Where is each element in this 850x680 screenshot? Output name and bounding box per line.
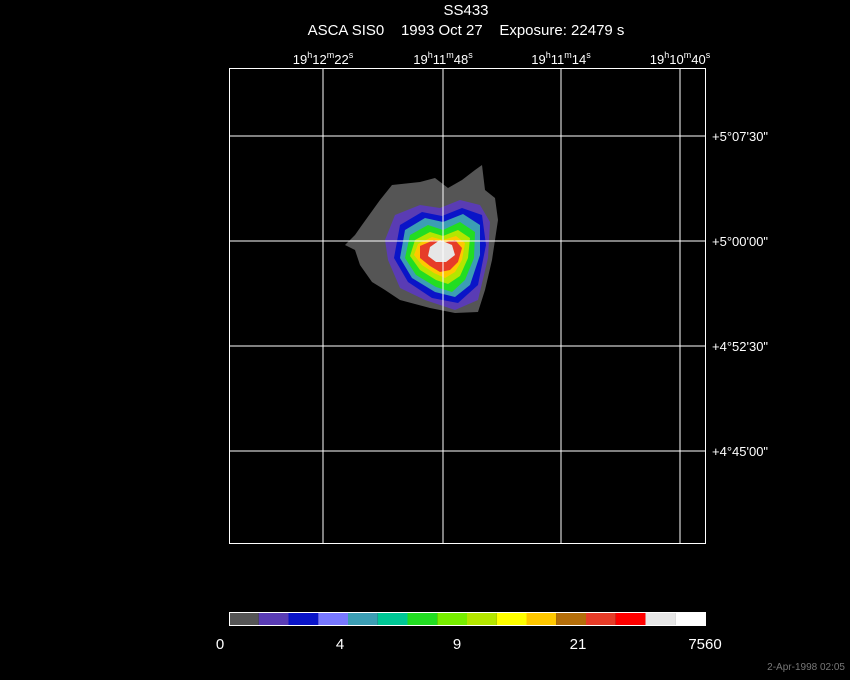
colorbar-swatch — [615, 612, 646, 625]
colorbar-swatch — [258, 612, 289, 625]
colorbar-swatch — [407, 612, 438, 625]
colorbar-swatch — [675, 612, 705, 625]
colorbar-label: 7560 — [688, 636, 721, 653]
ra-number: 19 — [531, 52, 545, 67]
ra-unit: s — [706, 50, 711, 60]
colorbar-swatch — [556, 612, 586, 625]
ra-number: 11 — [551, 52, 565, 67]
ra-unit: s — [349, 50, 354, 60]
ra-unit: s — [586, 50, 591, 60]
colorbar-frame — [229, 612, 706, 626]
dec-label: +5°00'00" — [712, 234, 768, 249]
colorbar-swatch — [586, 612, 616, 625]
colorbar-swatch — [467, 612, 497, 625]
colorbar-label: 9 — [453, 636, 461, 653]
ra-unit: m — [327, 50, 335, 60]
ra-unit: m — [446, 50, 454, 60]
colorbar-swatch — [348, 612, 378, 625]
ra-unit: m — [564, 50, 572, 60]
title: SS433 — [443, 2, 488, 19]
plot-frame — [229, 68, 706, 544]
ra-number: 22 — [334, 52, 348, 67]
ra-unit: h — [546, 50, 551, 60]
timestamp: 2-Apr-1998 02:05 — [767, 662, 845, 673]
colorbar-swatch — [526, 612, 557, 625]
colorbar-swatch — [288, 612, 319, 625]
colorbar-swatch — [437, 612, 467, 625]
ra-label: 19h11m14s — [531, 50, 591, 67]
colorbar-swatch — [318, 612, 348, 625]
colorbar-swatch — [496, 612, 527, 625]
grid — [229, 68, 705, 543]
colorbar-swatch — [645, 612, 676, 625]
x-ray-image — [345, 165, 498, 313]
dec-label: +4°45'00" — [712, 444, 768, 459]
dec-label: +5°07'30" — [712, 129, 768, 144]
ra-number: 19 — [293, 52, 307, 67]
ra-number: 40 — [691, 52, 705, 67]
ra-label: 19h12m22s — [293, 50, 354, 67]
colorbar-label: 21 — [570, 636, 587, 653]
subtitle: ASCA SIS0 1993 Oct 27 Exposure: 22479 s — [308, 22, 625, 39]
ra-number: 10 — [669, 52, 683, 67]
colorbar-swatch — [377, 612, 408, 625]
ra-number: 48 — [454, 52, 468, 67]
ra-number: 19 — [650, 52, 664, 67]
ra-number: 14 — [572, 52, 586, 67]
ra-unit: h — [664, 50, 669, 60]
ra-number: 19 — [413, 52, 427, 67]
ra-label: 19h10m40s — [650, 50, 711, 67]
dec-label: +4°52'30" — [712, 339, 768, 354]
colorbar-label: 4 — [336, 636, 344, 653]
ra-unit: s — [468, 50, 473, 60]
ra-number: 11 — [433, 52, 447, 67]
colorbar-label: 0 — [216, 636, 224, 653]
ra-unit: m — [684, 50, 692, 60]
ra-number: 12 — [312, 52, 326, 67]
ra-label: 19h11m48s — [413, 50, 473, 67]
ra-unit: h — [428, 50, 433, 60]
colorbar-swatch — [229, 612, 259, 625]
ra-unit: h — [307, 50, 312, 60]
